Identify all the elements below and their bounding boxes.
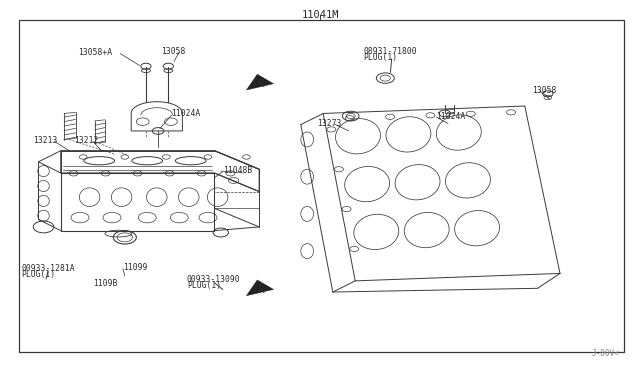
Text: 13058: 13058 [161, 47, 186, 56]
Polygon shape [246, 280, 273, 296]
Text: PLUG(1): PLUG(1) [187, 281, 221, 290]
Text: 11099: 11099 [123, 263, 147, 272]
Text: 11048B: 11048B [223, 166, 252, 175]
Text: 1109B: 1109B [93, 279, 117, 288]
Text: PLUG(1): PLUG(1) [21, 270, 55, 279]
Polygon shape [246, 74, 273, 90]
Text: 13213: 13213 [33, 136, 58, 145]
Text: J-00V<: J-00V< [592, 349, 620, 358]
Text: 13058: 13058 [532, 86, 557, 94]
Text: 08931-71800: 08931-71800 [364, 47, 417, 56]
Text: 11024A: 11024A [172, 109, 201, 118]
Text: FR: FR [253, 80, 266, 89]
Text: 13058+A: 13058+A [78, 48, 112, 57]
Text: 00933-1281A: 00933-1281A [21, 264, 75, 273]
Text: 13273: 13273 [317, 119, 341, 128]
Text: 00933-13090: 00933-13090 [187, 275, 241, 283]
Text: 11041M: 11041M [301, 10, 339, 20]
Bar [19, 20, 624, 352]
Text: 11024A: 11024A [436, 112, 466, 121]
Text: PLUG(1): PLUG(1) [364, 53, 397, 62]
Text: 13212: 13212 [74, 136, 98, 145]
Text: FR: FR [253, 285, 266, 295]
